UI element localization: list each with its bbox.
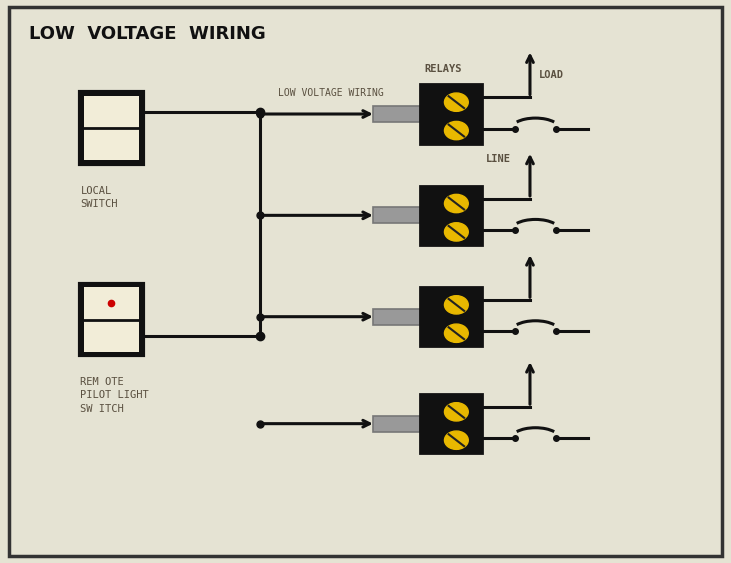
Text: LOW  VOLTAGE  WIRING: LOW VOLTAGE WIRING [29,25,266,43]
Circle shape [444,403,469,421]
Circle shape [444,194,469,213]
Text: LINE: LINE [486,154,511,164]
Text: LOCAL
SWITCH: LOCAL SWITCH [80,186,118,209]
Text: REM OTE
PILOT LIGHT
SW ITCH: REM OTE PILOT LIGHT SW ITCH [80,377,149,414]
Circle shape [444,431,469,449]
FancyBboxPatch shape [84,287,139,352]
FancyBboxPatch shape [420,394,482,453]
Circle shape [444,296,469,314]
FancyBboxPatch shape [373,208,420,224]
Circle shape [444,93,469,111]
FancyBboxPatch shape [80,92,143,164]
FancyBboxPatch shape [373,309,420,324]
Text: LOAD: LOAD [539,70,564,80]
FancyBboxPatch shape [420,287,482,346]
FancyBboxPatch shape [373,106,420,122]
Text: LOW VOLTAGE WIRING: LOW VOLTAGE WIRING [278,88,384,98]
Text: RELAYS: RELAYS [424,64,461,74]
FancyBboxPatch shape [420,84,482,144]
FancyBboxPatch shape [420,186,482,245]
FancyBboxPatch shape [80,284,143,355]
Circle shape [444,223,469,241]
FancyBboxPatch shape [373,415,420,431]
FancyBboxPatch shape [9,7,722,556]
Circle shape [444,122,469,140]
Circle shape [444,324,469,342]
FancyBboxPatch shape [84,96,139,160]
